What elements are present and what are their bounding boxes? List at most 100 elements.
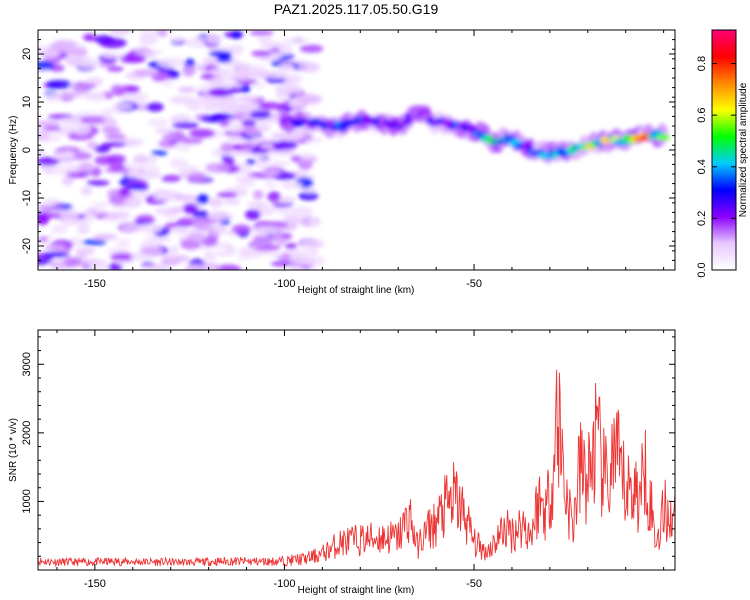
noise-blob [151,150,168,156]
noise-blob [223,198,241,206]
noise-blob [281,180,303,190]
noise-blob [235,175,256,183]
noise-blob [283,37,310,45]
noise-blob [101,126,121,134]
x-tick-label: -50 [466,578,482,590]
noise-blob [78,161,95,173]
noise-blob [38,156,60,166]
colorbar-ticks: 0.0 0.2 0.4 0.6 0.8 [696,56,736,278]
bottom-y-axis-label: SNR (10 * v/v) [8,418,19,482]
colorbar-tick-label: 0.0 [696,262,708,277]
y-tick-label: -10 [21,190,33,206]
noise-blob [292,206,314,217]
noise-blob [225,246,236,257]
x-tick-label: -50 [466,278,482,290]
noise-blob [68,48,88,57]
noise-blob [123,197,143,208]
noise-blob [233,183,245,193]
noise-blob [205,162,232,173]
noise-blob [110,252,137,261]
noise-blob [156,30,168,37]
noise-blob [230,44,245,55]
noise-blob [251,50,273,57]
noise-blob [90,201,112,208]
noise-blob [135,171,163,180]
noise-blob [252,82,266,89]
noise-blob [298,191,319,201]
noise-blob [109,161,125,171]
noise-blob [207,211,230,222]
noise-blob [225,151,245,157]
chart-title: PAZ1.2025.117.05.50.G19 [274,1,439,17]
noise-blob [100,108,112,117]
noise-blob [102,141,127,147]
noise-blob [74,82,97,89]
noise-blob [226,125,244,133]
noise-blob [116,239,132,248]
noise-blob [183,203,199,215]
noise-blob [136,214,155,222]
noise-blob [200,115,228,123]
noise-blob [253,244,281,252]
noise-blob [189,128,216,138]
noise-blob [52,150,76,161]
noise-blob [215,264,242,270]
noise-blob [42,198,55,207]
noise-blob [132,154,148,165]
noise-blob [45,79,73,90]
noise-blob [195,63,207,71]
noise-blob [278,65,296,73]
noise-blob [59,209,80,220]
noise-blob [177,86,197,93]
y-tick-label: 1000 [21,489,33,513]
noise-blob [157,192,176,199]
noise-blob [274,84,303,95]
noise-blob [296,94,322,105]
noise-blob [168,70,180,78]
noise-blob [297,62,320,73]
noise-blob [38,214,49,226]
noise-blob [38,131,51,141]
noise-blob [288,256,314,266]
noise-blob [139,246,164,257]
noise-blob [256,160,268,170]
noise-blob [208,197,223,208]
noise-blob [106,66,124,72]
noise-blob [223,130,247,136]
y-tick-label: 2000 [21,421,33,445]
noise-blob [43,125,62,132]
noise-blob [83,33,96,42]
noise-blob [287,265,304,270]
top-y-axis-label: Frequency (Hz) [8,116,19,185]
noise-blob [169,114,192,124]
noise-blob [187,233,207,242]
noise-blob [181,138,204,144]
noise-blob [38,49,60,59]
noise-blob [267,252,283,258]
noise-blob [42,251,70,258]
noise-blob [195,194,210,205]
noise-blob [50,224,69,235]
top-x-axis-label: Height of straight line (km) [298,285,415,296]
noise-blob [138,34,158,46]
noise-blob [299,44,324,53]
noise-blob [237,95,260,102]
noise-blob [157,57,185,68]
noise-blob [276,131,304,142]
ridge-core [484,135,494,141]
noise-blob [87,207,99,217]
noise-blob [258,101,284,110]
noise-blob [249,30,274,36]
noise-blob [63,257,83,268]
noise-blob [301,239,325,249]
noise-blob [214,100,242,111]
noise-blob [86,180,110,186]
noise-blob [114,87,125,97]
noise-blob [261,170,281,176]
noise-blob [171,96,195,104]
noise-blob [271,261,295,267]
noise-blob [252,189,264,200]
noise-blob [278,44,293,55]
x-tick-label: -100 [273,278,295,290]
